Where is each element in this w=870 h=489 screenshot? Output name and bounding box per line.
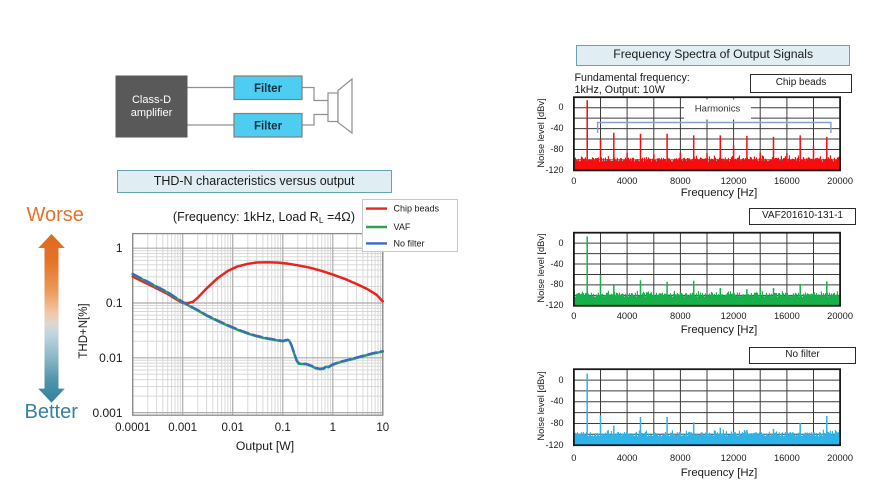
svg-text:Chip beads: Chip beads — [393, 204, 439, 214]
svg-text:Filter: Filter — [254, 121, 283, 133]
svg-text:VAF: VAF — [393, 222, 410, 232]
svg-text:No filter: No filter — [393, 238, 424, 248]
svg-text:Class-D: Class-D — [132, 94, 171, 106]
svg-text:Harmonics: Harmonics — [695, 104, 741, 115]
svg-text:Filter: Filter — [254, 83, 283, 95]
svg-text:amplifier: amplifier — [131, 107, 173, 119]
